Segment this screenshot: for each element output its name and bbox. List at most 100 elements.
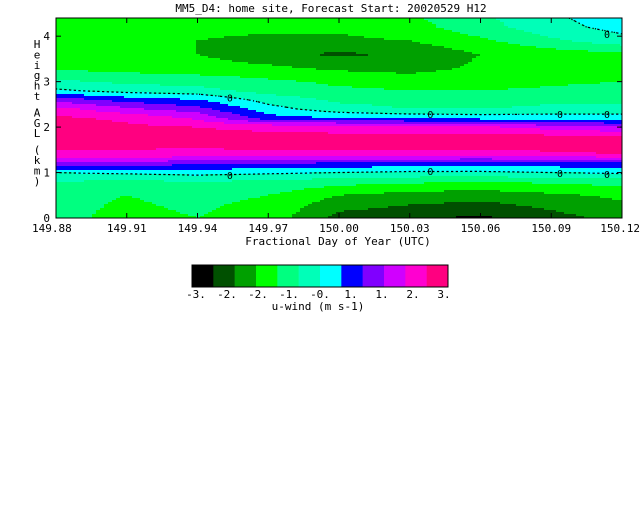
heatmap-cell <box>56 120 113 123</box>
heatmap-cell <box>568 84 622 87</box>
heatmap-cell <box>72 102 145 105</box>
heatmap-cell <box>56 76 241 79</box>
heatmap-cell <box>180 98 245 101</box>
heatmap-cell <box>540 104 622 107</box>
heatmap-cell <box>196 46 445 49</box>
heatmap-cell <box>88 70 349 73</box>
heatmap-cell <box>564 212 622 215</box>
heatmap-cell <box>56 118 97 121</box>
heatmap-cell <box>116 198 141 201</box>
heatmap-cell <box>120 196 133 199</box>
contour-label: 0 <box>604 30 610 41</box>
heatmap-cell <box>196 44 433 47</box>
heatmap-cell <box>248 62 469 65</box>
heatmap-cell <box>56 22 433 25</box>
heatmap-cell <box>56 192 281 195</box>
heatmap-cell <box>452 68 622 71</box>
heatmap-cell <box>56 72 141 75</box>
heatmap-cell <box>208 100 257 103</box>
heatmap-cell <box>576 20 622 23</box>
colorbar-swatch <box>362 265 385 287</box>
heatmap-cell <box>56 104 97 107</box>
heatmap-cell <box>56 150 541 153</box>
heatmap-cell <box>56 96 125 99</box>
heatmap-cell <box>56 108 81 111</box>
heatmap-cell <box>56 88 221 91</box>
colorbar-swatch <box>192 265 214 287</box>
heatmap-cell <box>364 36 481 39</box>
heatmap-cell <box>120 112 201 115</box>
heatmap-cell <box>156 204 225 207</box>
heatmap-cell <box>56 106 121 109</box>
heatmap-cell <box>452 30 525 33</box>
heatmap-cell <box>188 214 205 217</box>
heatmap-cell <box>156 148 225 151</box>
heatmap-cell <box>204 86 353 89</box>
heatmap-cell <box>372 166 561 169</box>
heatmap-cell <box>204 120 249 123</box>
heatmap-cell <box>56 110 97 113</box>
heatmap-cell <box>56 28 445 31</box>
heatmap-cell <box>56 186 325 189</box>
heatmap-cell <box>500 190 622 193</box>
heatmap-cell <box>200 106 241 109</box>
heatmap-cell <box>236 90 622 93</box>
heatmap-cell <box>472 60 622 63</box>
heatmap-cell <box>308 204 409 207</box>
heatmap-cell <box>404 120 622 123</box>
heatmap-cell <box>220 206 305 209</box>
heatmap-cell <box>220 110 257 113</box>
heatmap-cell <box>56 84 161 87</box>
heatmap-cell <box>296 212 337 215</box>
heatmap-cell <box>536 124 622 127</box>
heatmap-cell <box>332 196 601 199</box>
heatmap-cell <box>84 180 165 183</box>
heatmap-cell <box>56 46 197 49</box>
heatmap-cell <box>56 102 73 105</box>
heatmap-cell <box>220 88 385 91</box>
heatmap-cell <box>600 82 622 85</box>
heatmap-cell <box>176 110 221 113</box>
heatmap-cell <box>356 52 473 55</box>
heatmap-cell <box>296 108 622 111</box>
heatmap-cell <box>328 100 622 103</box>
heatmap-cell <box>160 84 329 87</box>
heatmap-cell <box>268 78 622 81</box>
heatmap-cell <box>616 32 622 35</box>
heatmap-cell <box>56 146 622 149</box>
heatmap-cell <box>324 198 613 201</box>
heatmap-cell <box>352 86 541 89</box>
x-tick-label: 150.12 <box>600 222 640 235</box>
y-axis-label-char: t <box>34 90 41 103</box>
heatmap-cell <box>144 200 241 203</box>
heatmap-cell <box>56 176 421 179</box>
heatmap-cell <box>368 54 481 57</box>
heatmap-cell <box>56 170 622 173</box>
heatmap-cell <box>532 206 622 209</box>
heatmap-cell <box>56 66 293 69</box>
heatmap-cell <box>232 202 313 205</box>
heatmap-cell <box>344 194 581 197</box>
heatmap-cell <box>248 34 349 37</box>
heatmap-cell <box>500 126 621 129</box>
heatmap-cell <box>540 34 622 37</box>
heatmap-cell <box>176 104 229 107</box>
heatmap-cell <box>148 114 209 117</box>
heatmap-cell <box>112 200 145 203</box>
y-axis-label-char: L <box>34 127 41 140</box>
heatmap-cell <box>316 98 622 101</box>
heatmap-cell <box>200 216 293 218</box>
heatmap-cell <box>444 46 537 49</box>
heatmap-cell <box>248 108 297 111</box>
heatmap-cell <box>200 54 321 57</box>
heatmap-cell <box>96 110 177 113</box>
heatmap-cell <box>208 114 241 117</box>
y-axis-label-char: G <box>34 117 41 130</box>
colorbar-tick-label: -2. <box>217 288 237 301</box>
heatmap-cell <box>336 212 565 215</box>
heatmap-cell <box>336 122 605 125</box>
heatmap-cell <box>608 30 622 33</box>
heatmap-cell <box>292 216 329 218</box>
heatmap-cell <box>240 106 285 109</box>
heatmap-cell <box>208 212 297 215</box>
